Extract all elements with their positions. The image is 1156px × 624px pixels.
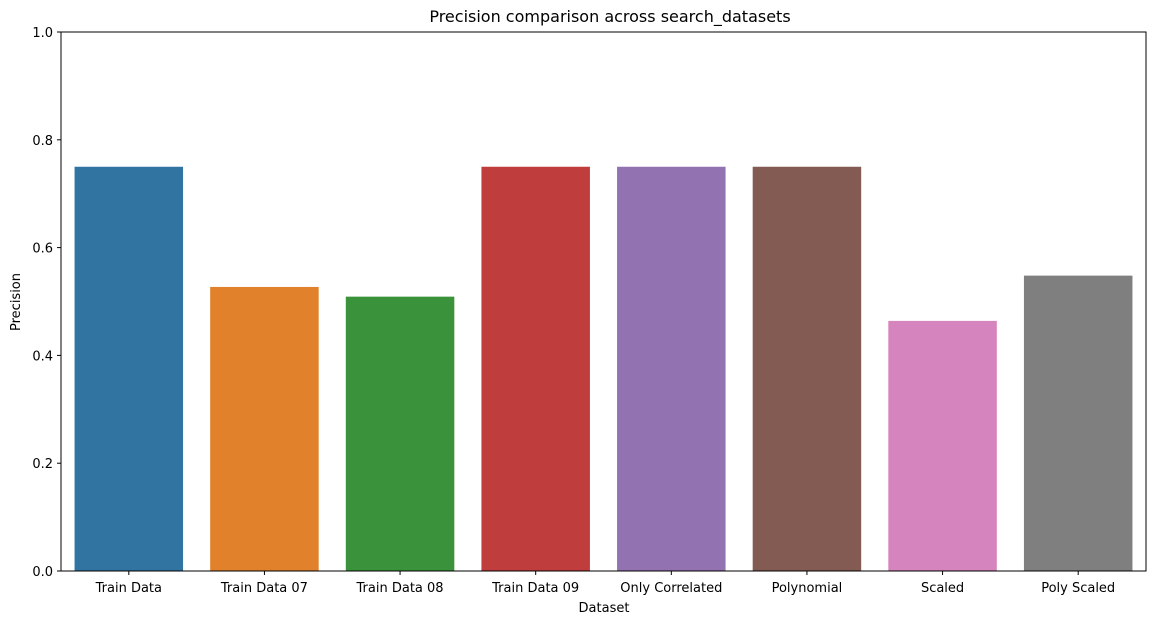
y-tick-label: 0.0 <box>32 565 53 580</box>
bar <box>74 166 184 571</box>
x-tick-label: Train Data 09 <box>491 581 579 596</box>
bars-group <box>74 166 1133 571</box>
x-tick-label: Train Data 08 <box>356 581 444 596</box>
x-axis-ticks: Train Data Train Data 07 Train Data 08 Trai… <box>95 571 1115 596</box>
y-tick-label: 0.4 <box>32 349 53 364</box>
x-tick-label: Poly Scaled <box>1041 581 1115 596</box>
x-tick-label: Train Data 07 <box>220 581 308 596</box>
bar <box>617 166 726 571</box>
x-tick-label: Only Correlated <box>620 581 722 596</box>
x-axis-label: Dataset <box>579 601 630 616</box>
x-tick-label: Train Data <box>95 581 162 596</box>
y-tick-label: 0.6 <box>32 242 53 257</box>
y-axis-ticks: 0.0 0.2 0.4 0.6 0.8 1.0 <box>32 26 61 580</box>
bar <box>1023 275 1133 571</box>
bar <box>481 166 590 571</box>
bar <box>752 166 862 571</box>
y-tick-label: 0.8 <box>32 134 53 149</box>
y-tick-label: 0.2 <box>32 457 53 472</box>
plot-frame <box>60 31 1147 572</box>
y-axis-label: Precision <box>9 273 24 331</box>
x-tick-label: Scaled <box>921 581 964 596</box>
y-tick-label: 1.0 <box>32 26 53 41</box>
chart-title: Precision comparison across search_datas… <box>429 7 790 27</box>
bar <box>345 296 455 571</box>
bar <box>210 286 319 571</box>
x-tick-label: Polynomial <box>772 581 843 596</box>
bar <box>888 320 997 571</box>
